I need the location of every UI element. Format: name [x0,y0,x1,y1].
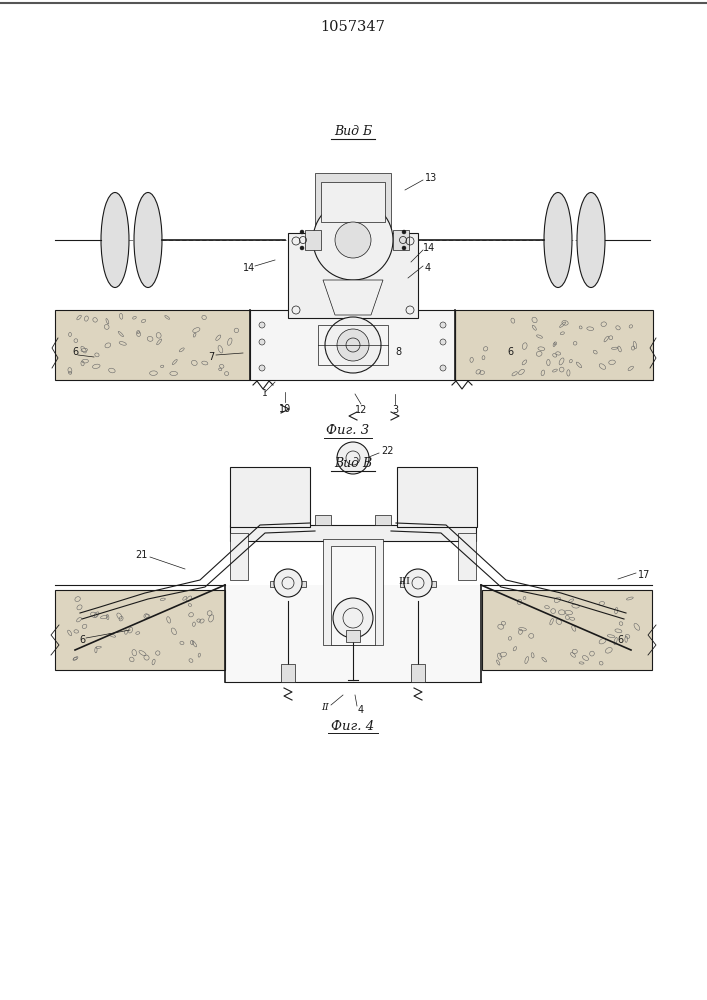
Bar [315,515,331,525]
Bar [230,533,248,580]
Circle shape [440,339,446,345]
Circle shape [402,230,406,234]
Text: 6: 6 [72,347,78,357]
Text: 6: 6 [617,635,623,645]
Bar [397,467,477,527]
Circle shape [313,200,393,280]
Text: 4: 4 [425,263,431,273]
Bar [455,310,653,380]
Circle shape [335,222,371,258]
Bar [55,590,225,670]
Bar [230,467,310,527]
Circle shape [333,598,373,638]
Bar [318,325,388,365]
Ellipse shape [134,192,162,288]
Circle shape [440,365,446,371]
Text: 1: 1 [262,389,268,398]
Bar [375,515,391,525]
Bar [315,173,391,228]
Text: Вид Б: Вид Б [334,125,372,138]
Bar [346,630,360,642]
Bar [288,233,418,318]
Bar [331,546,375,645]
Bar [482,590,652,670]
Bar [458,533,476,580]
Bar [400,581,436,587]
Text: 6: 6 [507,347,513,357]
Bar [323,539,383,645]
Circle shape [259,339,265,345]
Text: II: II [321,702,329,712]
Circle shape [300,246,304,250]
Ellipse shape [577,192,605,288]
Text: 8: 8 [395,347,401,357]
Bar [225,585,481,682]
Bar [55,310,250,380]
Bar [270,581,306,587]
Ellipse shape [544,192,572,288]
Text: Вид В: Вид В [334,457,372,470]
Circle shape [337,442,369,474]
Circle shape [259,322,265,328]
Text: 1057347: 1057347 [320,20,385,34]
Circle shape [440,322,446,328]
Text: 14: 14 [423,243,436,253]
Circle shape [325,317,381,373]
Circle shape [300,230,304,234]
Circle shape [337,329,369,361]
Bar [321,182,385,222]
Text: 3: 3 [392,405,398,415]
Text: 7: 7 [208,352,214,362]
Circle shape [259,365,265,371]
Text: 10: 10 [279,404,291,414]
Polygon shape [323,280,383,315]
Text: 14: 14 [243,263,255,273]
Circle shape [404,569,432,597]
Text: Фиг. 4: Фиг. 4 [332,720,375,732]
Circle shape [402,246,406,250]
Text: 4: 4 [358,705,364,715]
Bar [230,525,476,541]
Bar [281,664,295,682]
Text: 22: 22 [381,446,394,456]
Text: 21: 21 [136,550,148,560]
Text: 6: 6 [79,635,85,645]
Circle shape [274,569,302,597]
Bar [411,664,425,682]
Ellipse shape [101,192,129,288]
Text: III: III [398,576,410,585]
Bar [250,310,455,380]
Text: 12: 12 [355,405,367,415]
Bar [393,230,409,250]
Text: 13: 13 [425,173,437,183]
Text: Фиг. 3: Фиг. 3 [327,424,370,438]
Text: 17: 17 [638,570,650,580]
Bar [305,230,321,250]
